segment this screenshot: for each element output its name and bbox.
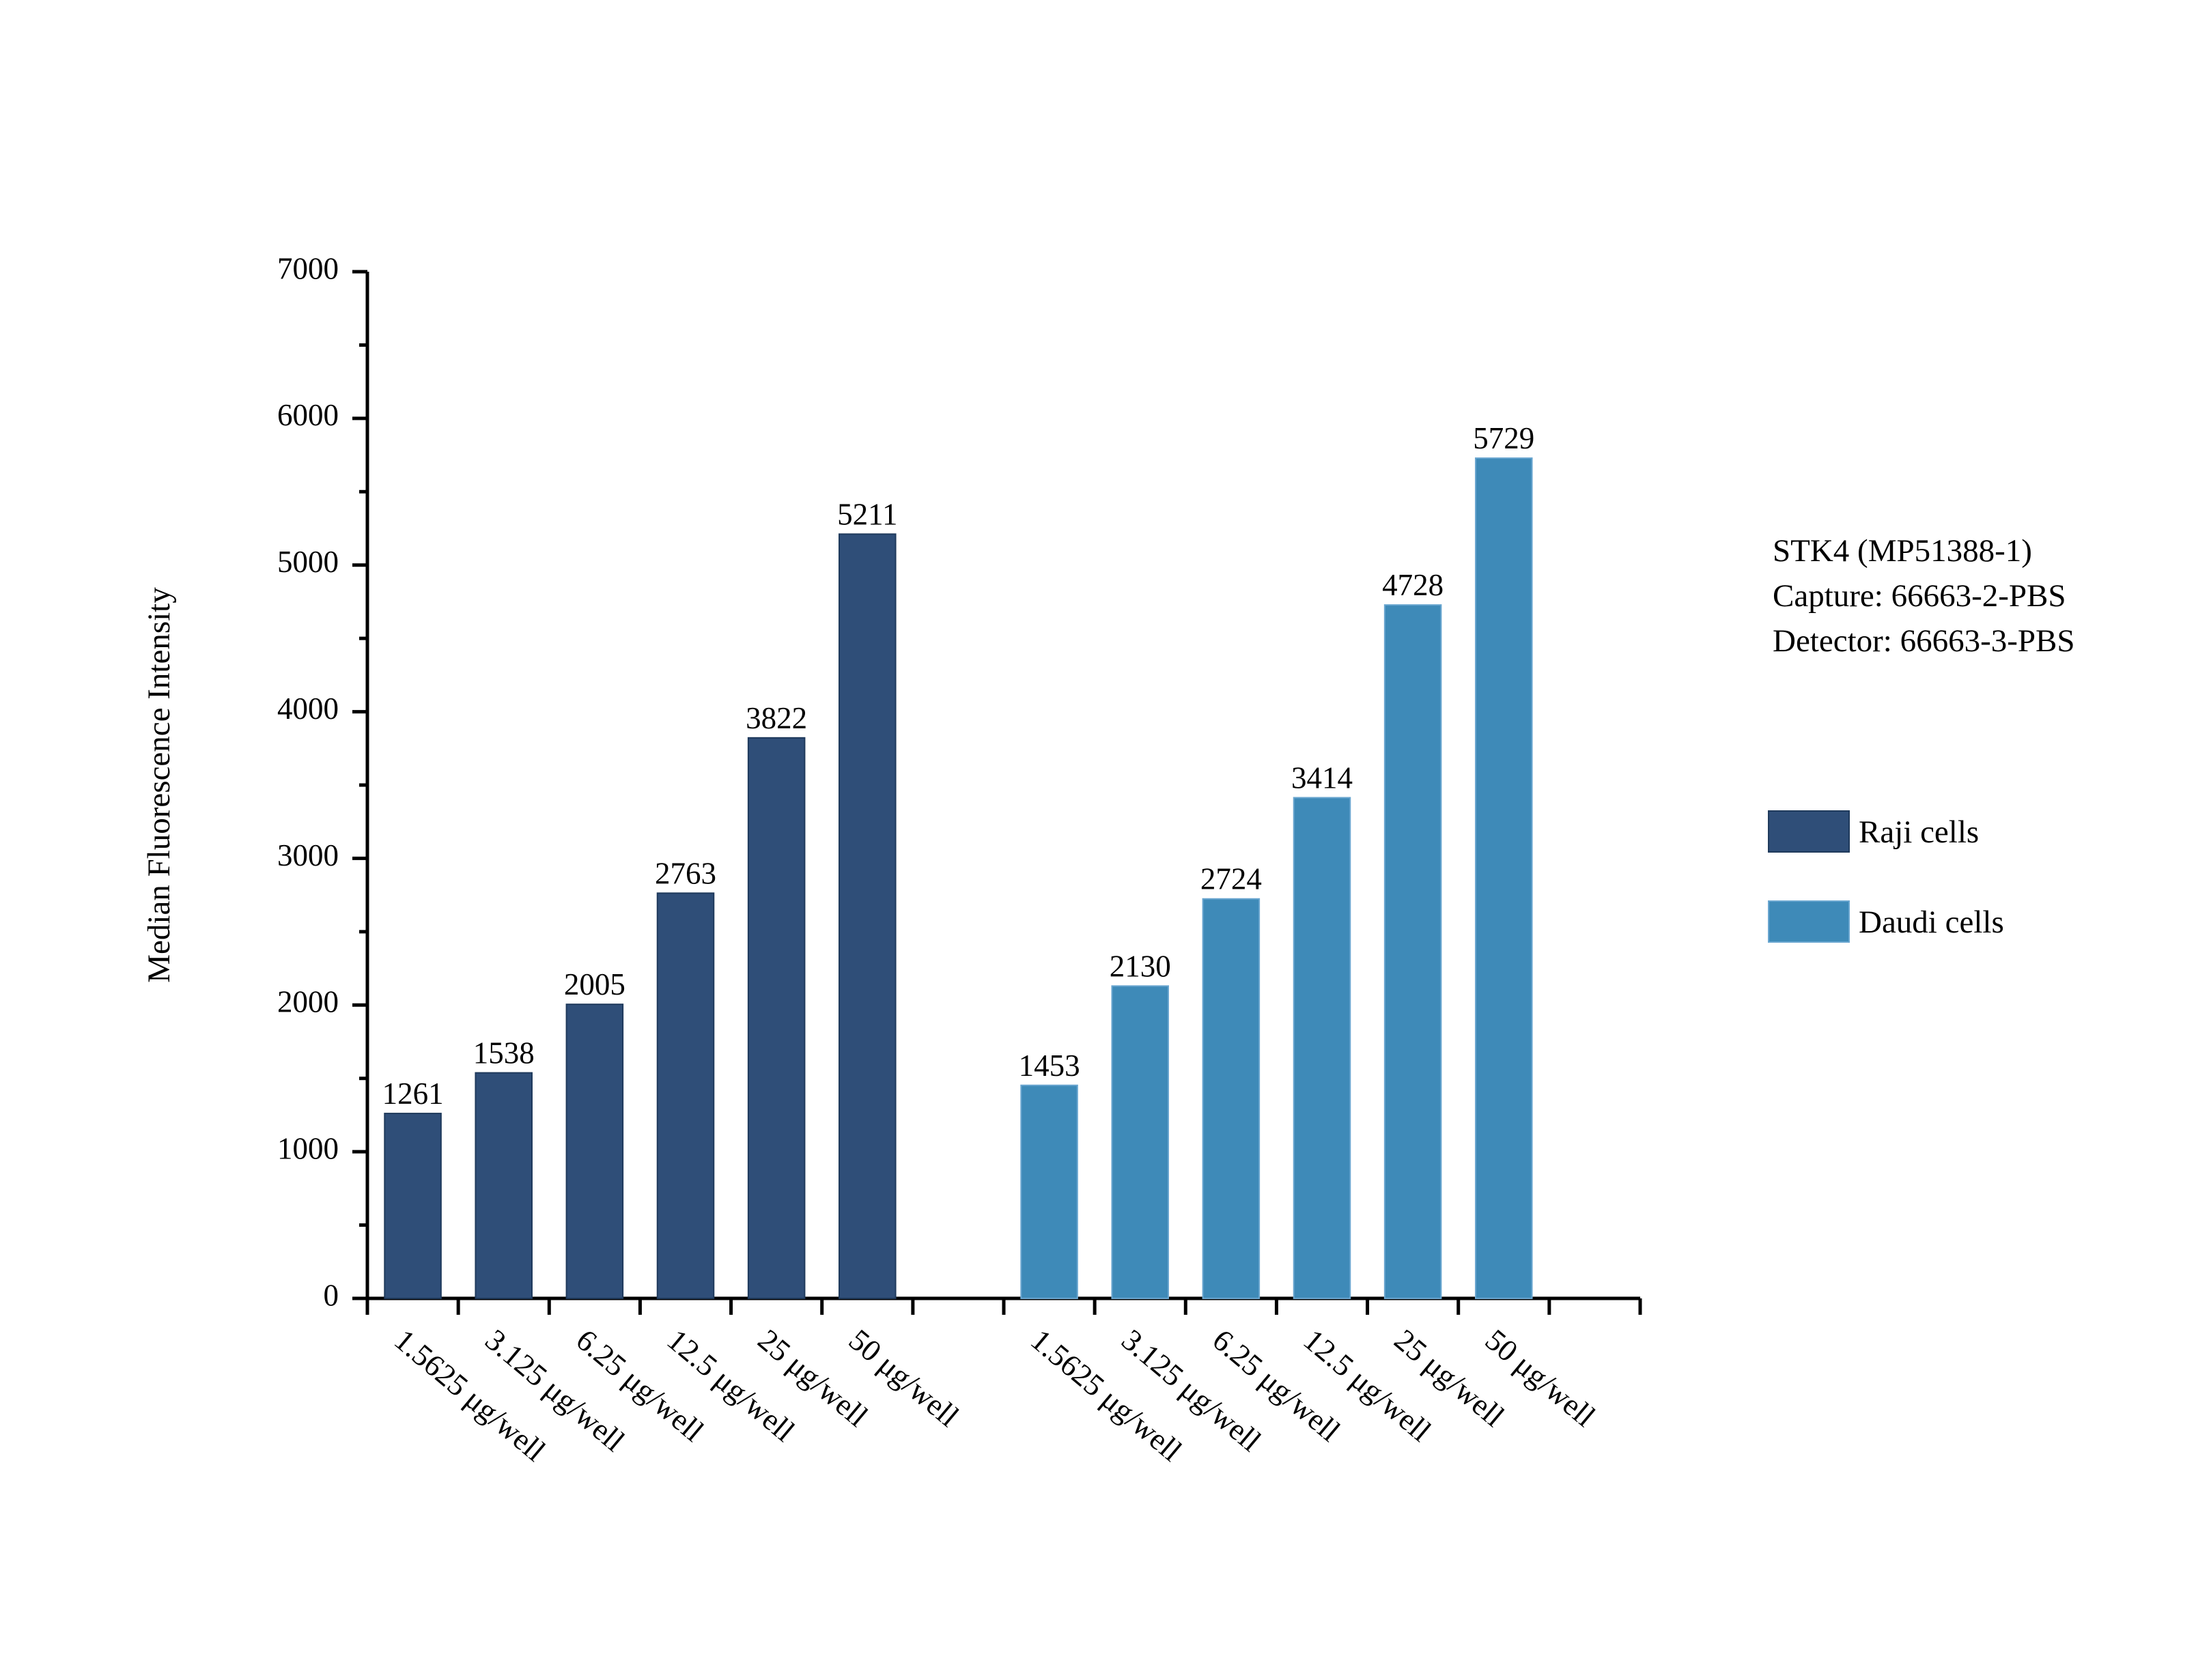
y-tick-label: 4000: [277, 692, 339, 726]
bar-raji-cells-0: [384, 1113, 442, 1300]
legend-swatch-raji: [1768, 810, 1850, 853]
value-label: 1538: [473, 1036, 535, 1070]
y-tick-label: 1000: [277, 1131, 339, 1165]
bar-raji-cells-1: [475, 1072, 533, 1299]
bar-daudi-cells-5: [1475, 457, 1533, 1300]
bar-daudi-cells-3: [1293, 797, 1351, 1299]
legend: Raji cells Daudi cells: [1768, 810, 2004, 943]
annotation-block: STK4 (MP51388-1) Capture: 66663-2-PBS De…: [1773, 533, 2075, 659]
y-axis-label: Median Fluorescence Intensity: [141, 587, 177, 983]
bar-daudi-cells-4: [1383, 604, 1442, 1299]
bar-raji-cells-5: [839, 533, 897, 1300]
y-tick-label: 7000: [277, 251, 339, 285]
bar-raji-cells-3: [656, 892, 715, 1299]
legend-swatch-daudi: [1768, 900, 1850, 943]
legend-label-daudi: Daudi cells: [1859, 905, 2004, 940]
value-label: 1261: [382, 1077, 444, 1111]
legend-label-raji: Raji cells: [1859, 814, 1979, 850]
value-label: 3822: [746, 701, 807, 735]
value-label: 2005: [564, 967, 625, 1001]
y-tick-label: 2000: [277, 985, 339, 1019]
value-label: 4728: [1382, 568, 1444, 602]
legend-item-raji: Raji cells: [1768, 810, 1979, 853]
annotation-line-2: Capture: 66663-2-PBS: [1773, 578, 2066, 614]
y-axis: 0 1000 2000 3000 4000 5000 6000 7000: [277, 251, 369, 1312]
x-axis: [365, 1296, 1642, 1315]
value-label: 2724: [1200, 862, 1262, 896]
value-label: 1453: [1019, 1049, 1080, 1083]
bars: [384, 457, 1533, 1300]
value-label: 2130: [1110, 949, 1171, 983]
y-tick-label: 3000: [277, 838, 339, 872]
value-labels: 1261 1538 2005 2763 3822 5211 1453 2130 2724 3414…: [382, 421, 1535, 1111]
y-tick-label: 0: [324, 1278, 339, 1312]
value-label: 5211: [837, 497, 897, 531]
bar-daudi-cells-0: [1020, 1084, 1078, 1300]
value-label: 2763: [655, 856, 716, 890]
value-label: 5729: [1473, 421, 1534, 455]
legend-item-daudi: Daudi cells: [1768, 900, 2004, 943]
y-tick-label: 5000: [277, 545, 339, 579]
value-label: 3414: [1291, 760, 1353, 795]
bar-raji-cells-2: [565, 1003, 624, 1299]
annotation-line-3: Detector: 66663-3-PBS: [1773, 623, 2075, 659]
bar-daudi-cells-1: [1111, 985, 1169, 1299]
y-tick-label: 6000: [277, 398, 339, 432]
annotation-line-1: STK4 (MP51388-1): [1773, 533, 2032, 569]
bar-raji-cells-4: [747, 737, 806, 1300]
bar-daudi-cells-2: [1202, 898, 1261, 1299]
